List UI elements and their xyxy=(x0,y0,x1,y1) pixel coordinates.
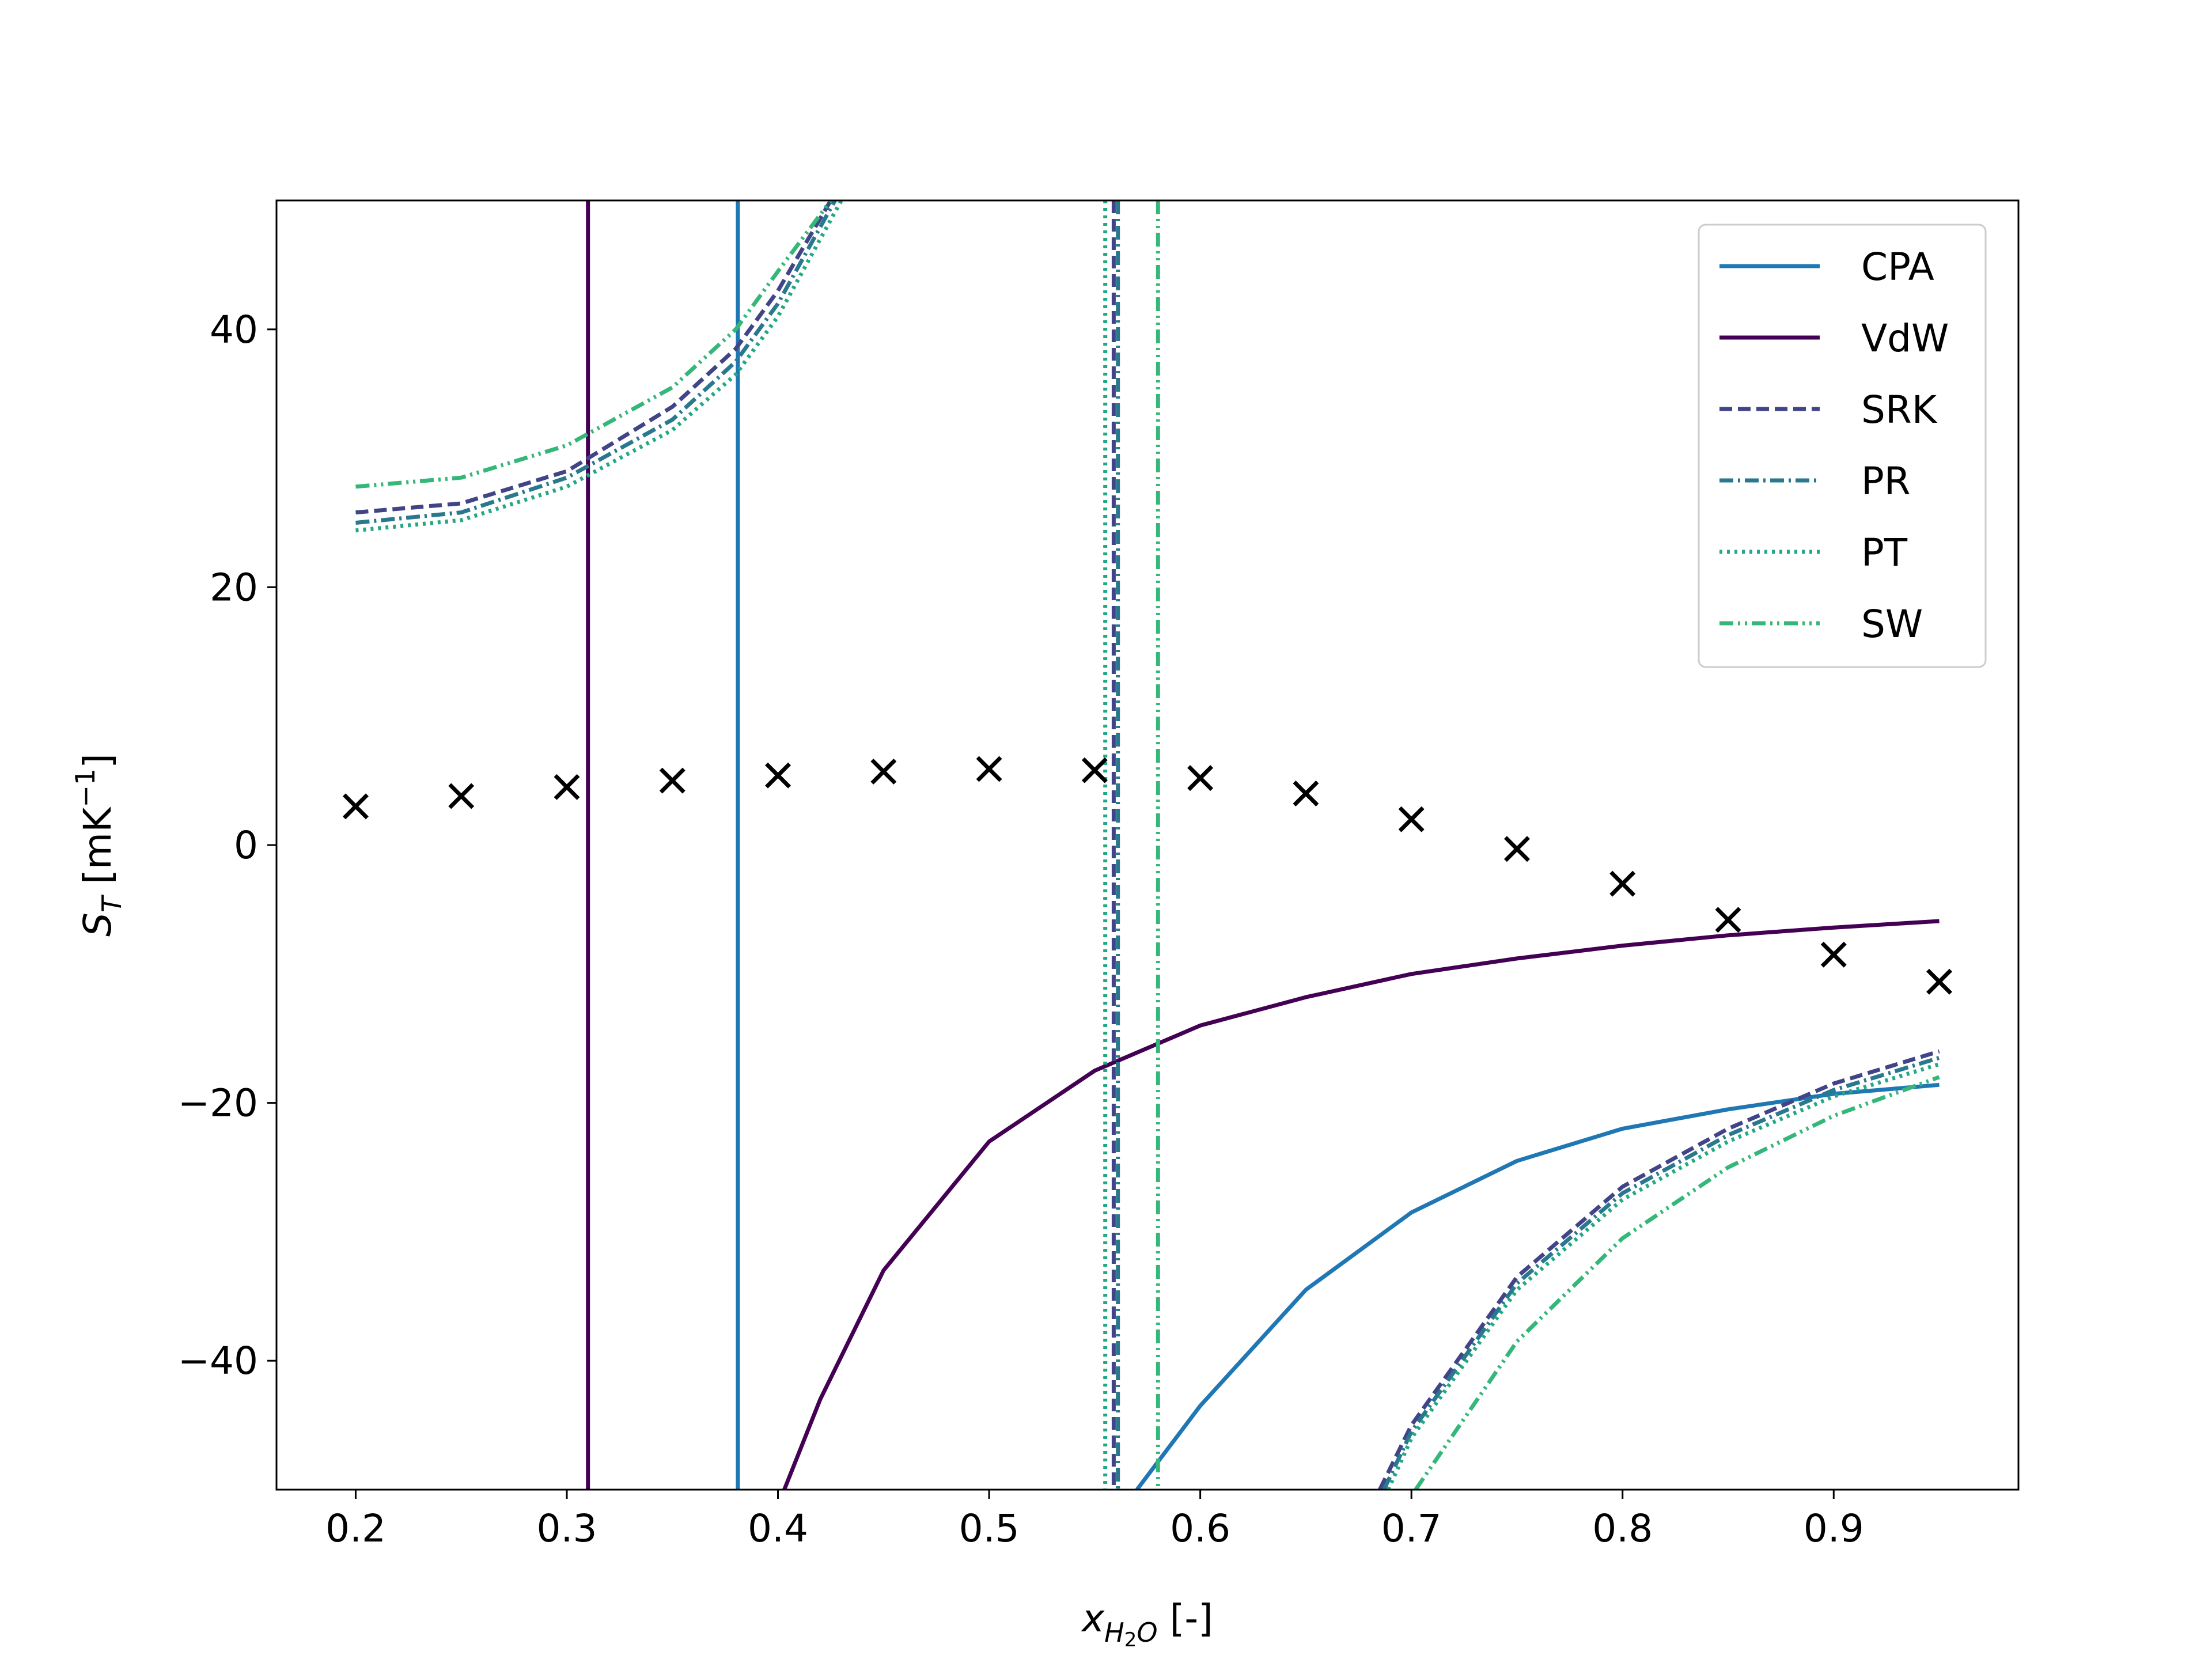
measurement-marker xyxy=(1715,907,1741,933)
measurement-marker xyxy=(1609,870,1636,897)
legend-label-cpa: CPA xyxy=(1861,245,1934,289)
plot-area xyxy=(355,200,1940,1490)
series-srk-line-3 xyxy=(1378,1049,1940,1490)
measurement-marker xyxy=(870,758,897,785)
measurement-marker xyxy=(448,783,475,809)
legend-label-pr: PR xyxy=(1861,459,1911,503)
x-tick-label: 0.5 xyxy=(959,1506,1020,1551)
y-tick-label: 40 xyxy=(210,308,258,352)
series-pr-line-3 xyxy=(1382,1055,1940,1490)
series-vdw-line-2 xyxy=(782,919,1940,1490)
measurement-marker xyxy=(976,756,1002,782)
legend-label-vdw: VdW xyxy=(1861,316,1949,361)
measurement-marker xyxy=(1293,781,1319,806)
x-tick-label: 0.3 xyxy=(537,1506,597,1551)
series-pt-line-1 xyxy=(355,200,843,533)
legend-label-pt: PT xyxy=(1861,531,1908,575)
x-axis-label: xH2O [-] xyxy=(1081,1596,1213,1652)
series-pr xyxy=(355,200,1940,1490)
y-tick-label: −20 xyxy=(178,1081,258,1126)
series-cpa xyxy=(736,200,1940,1490)
legend-label-sw: SW xyxy=(1861,602,1923,646)
x-tick-label: 0.7 xyxy=(1381,1506,1442,1551)
series-srk xyxy=(355,200,1940,1490)
series-sw-line-3 xyxy=(1414,1075,1940,1490)
measurement-marker xyxy=(1820,941,1847,968)
measurement-markers xyxy=(342,756,1953,995)
legend-label-srk: SRK xyxy=(1861,388,1938,432)
x-tick-label: 0.9 xyxy=(1804,1506,1864,1551)
y-axis-label: ST [mK−1] xyxy=(70,753,127,937)
x-tick-label: 0.2 xyxy=(325,1506,386,1551)
measurement-marker xyxy=(1503,836,1530,862)
series-pt xyxy=(355,200,1940,1490)
y-tick-label: −40 xyxy=(178,1339,258,1383)
legend: CPA VdW SRK PR PT SW xyxy=(1698,224,1987,668)
measurement-marker xyxy=(342,793,369,820)
y-tick-label: 20 xyxy=(210,565,258,609)
measurement-marker xyxy=(1081,757,1108,783)
series-pr-line-1 xyxy=(355,200,837,525)
measurement-marker xyxy=(659,767,685,794)
measurement-marker xyxy=(554,774,580,800)
series-sw xyxy=(355,200,1940,1490)
measurement-marker xyxy=(765,762,791,789)
measurement-marker xyxy=(1398,806,1425,832)
series-srk-line-1 xyxy=(355,200,833,515)
series-vdw xyxy=(586,200,1940,1490)
x-tick-label: 0.8 xyxy=(1592,1506,1653,1551)
x-tick-label: 0.6 xyxy=(1170,1506,1230,1551)
series-sw-line-1 xyxy=(355,200,833,489)
legend-items: CPA VdW SRK PR PT SW xyxy=(1719,245,1949,646)
y-tick-label: 0 xyxy=(234,823,258,868)
legend-box xyxy=(1698,224,1987,668)
axis-ticks: 0.2 0.3 0.4 0.5 0.6 0.7 0.8 0.9 −40 −20 0 20 40 xyxy=(178,308,1864,1551)
series-cpa-line-2 xyxy=(1135,1082,1940,1490)
x-tick-label: 0.4 xyxy=(748,1506,808,1551)
measurement-marker xyxy=(1926,968,1953,995)
measurement-marker xyxy=(1187,765,1214,791)
